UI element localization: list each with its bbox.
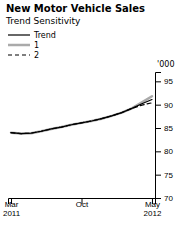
- plot-area: [11, 96, 152, 133]
- tick: 75: [155, 171, 173, 180]
- tick-label: 95: [164, 77, 173, 86]
- tick: 85: [155, 124, 173, 133]
- tick-label-line: Oct: [76, 200, 89, 209]
- legend-swatch: [8, 34, 30, 35]
- axis-line: [156, 73, 162, 199]
- tick-label: Oct: [76, 200, 89, 209]
- subtitle: Trend Sensitivity: [5, 16, 81, 26]
- tick: May2012: [144, 198, 162, 218]
- tick: 95: [155, 77, 173, 86]
- tick-mark: [155, 128, 161, 129]
- tick-label: 80: [164, 147, 173, 156]
- title: New Motor Vehicle Sales: [6, 3, 145, 14]
- tick-label: Mar2011: [3, 200, 21, 218]
- tick: 80: [155, 147, 173, 156]
- tick-label: 75: [164, 171, 173, 180]
- x-axis: Mar2011 Oct May2012: [3, 198, 162, 218]
- tick-mark: [155, 81, 161, 82]
- series-line: [11, 96, 152, 133]
- tick-label-line: 2011: [3, 209, 21, 218]
- tick-mark: [155, 175, 161, 176]
- legend-label: 2: [34, 51, 39, 60]
- legend-swatch: [8, 54, 30, 55]
- axis-label: '000: [157, 60, 174, 69]
- tick-label: 85: [164, 124, 173, 133]
- legend-label: Trend: [33, 31, 56, 40]
- tick: Oct: [76, 198, 89, 209]
- tick-label-line: Mar: [5, 200, 19, 209]
- tick: 90: [155, 101, 173, 110]
- tick-label-line: May: [145, 200, 160, 209]
- legend-label: 1: [34, 41, 39, 50]
- legend: Trend12: [8, 31, 56, 60]
- legend-swatch: [8, 44, 30, 47]
- tick-label-line: 2012: [144, 209, 162, 218]
- tick-mark: [155, 151, 161, 152]
- tick-label: May2012: [144, 200, 162, 218]
- tick-label: 90: [164, 101, 173, 110]
- chart: New Motor Vehicle Sales Trend Sensitivity…: [0, 0, 181, 231]
- series-line: [11, 103, 152, 134]
- y-axis: 70 75 80 85 90 95: [155, 73, 173, 204]
- series-line: [11, 100, 152, 134]
- tick: Mar2011: [3, 198, 21, 218]
- tick-mark: [155, 105, 161, 106]
- tick-label: 70: [164, 194, 173, 203]
